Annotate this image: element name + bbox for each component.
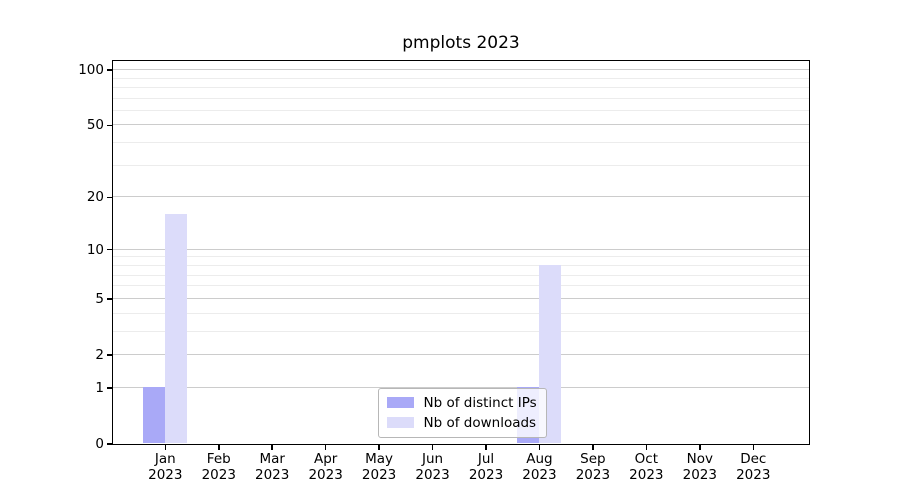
major-gridline — [112, 386, 809, 388]
x-tick-label: Mar 2023 — [240, 451, 304, 483]
x-tick-label: Jan 2023 — [133, 451, 197, 483]
y-tick-mark — [106, 298, 112, 300]
x-tick-year: 2023 — [361, 466, 397, 483]
chart-title: pmplots 2023 — [402, 33, 520, 53]
y-tick-label: 1 — [95, 379, 104, 396]
x-tick-month: Sep — [580, 451, 606, 467]
y-tick-label: 2 — [95, 346, 104, 363]
x-tick-label: Jul 2023 — [454, 451, 518, 483]
x-tick-month: Nov — [686, 451, 713, 467]
y-tick-label: 5 — [95, 290, 104, 307]
x-tick-year: 2023 — [682, 466, 717, 483]
legend-item: Nb of distinct IPs — [386, 394, 537, 411]
major-gridline — [112, 196, 809, 198]
x-tick-label: Nov 2023 — [668, 451, 732, 483]
legend: Nb of distinct IPs Nb of downloads — [377, 387, 547, 438]
minor-gridline — [112, 86, 809, 88]
x-tick-mark — [378, 445, 380, 450]
y-tick-label: 0 — [95, 436, 104, 452]
x-tick-year: 2023 — [522, 466, 557, 483]
x-tick-mark — [485, 445, 487, 450]
y-tick-mark — [106, 354, 112, 356]
y-tick-label: 50 — [86, 117, 104, 134]
x-tick-year: 2023 — [415, 466, 450, 483]
minor-gridline — [112, 312, 809, 314]
x-tick-mark — [271, 445, 273, 450]
x-tick-label: Dec 2023 — [721, 451, 785, 483]
x-tick-year: 2023 — [148, 466, 183, 483]
x-tick-mark — [164, 445, 167, 450]
x-tick-year: 2023 — [308, 466, 343, 483]
bar-downloads — [164, 213, 188, 444]
x-tick-label: Feb 2023 — [187, 451, 251, 483]
x-tick-month: Jul — [477, 451, 495, 467]
minor-gridline — [112, 142, 809, 144]
y-tick-label: 20 — [86, 189, 104, 206]
major-gridline — [112, 248, 809, 250]
x-tick-mark — [324, 445, 327, 450]
major-gridline — [112, 353, 809, 355]
minor-gridline — [112, 274, 809, 276]
minor-gridline — [112, 164, 809, 166]
x-tick-label: May 2023 — [347, 451, 411, 483]
x-tick-month: Dec — [740, 451, 767, 467]
major-gridline — [112, 297, 809, 299]
x-tick-label: Sep 2023 — [561, 451, 625, 483]
x-tick-year: 2023 — [736, 466, 771, 483]
x-tick-month: May — [365, 451, 394, 467]
minor-gridline — [112, 77, 809, 79]
x-tick-month: Jan — [154, 451, 176, 467]
legend-label: Nb of downloads — [423, 414, 537, 431]
x-tick-mark — [218, 445, 220, 450]
y-tick-label: 100 — [78, 62, 104, 79]
x-tick-label: Apr 2023 — [294, 451, 358, 483]
x-tick-year: 2023 — [468, 466, 504, 483]
x-tick-year: 2023 — [201, 466, 236, 483]
y-tick-mark — [106, 124, 112, 127]
major-gridline — [112, 69, 809, 71]
minor-gridline — [112, 97, 809, 99]
legend-item: Nb of downloads — [386, 414, 537, 431]
x-tick-label: Oct 2023 — [614, 451, 678, 483]
legend-label: Nb of distinct IPs — [423, 394, 537, 411]
x-tick-mark — [538, 445, 541, 450]
x-tick-year: 2023 — [255, 466, 290, 483]
minor-gridline — [112, 285, 809, 287]
x-tick-month: Mar — [259, 451, 285, 467]
x-tick-month: Oct — [634, 451, 659, 467]
major-gridline — [112, 124, 809, 126]
x-tick-month: Apr — [313, 451, 338, 467]
x-tick-label: Jun 2023 — [401, 451, 465, 483]
x-tick-mark — [592, 445, 594, 450]
x-tick-year: 2023 — [629, 466, 664, 483]
x-tick-mark — [431, 445, 434, 450]
legend-swatch — [386, 417, 414, 428]
x-tick-month: Aug — [526, 451, 553, 467]
y-tick-mark — [106, 196, 112, 199]
minor-gridline — [112, 256, 809, 258]
y-tick-mark — [106, 69, 112, 71]
y-tick-mark — [106, 387, 112, 389]
y-tick-label: 10 — [86, 241, 104, 258]
minor-gridline — [112, 330, 809, 332]
plot-area: Nb of distinct IPs Nb of downloads — [111, 59, 810, 445]
y-tick-mark — [106, 443, 112, 445]
bar-distinct-ips — [142, 387, 165, 444]
y-tick-mark — [106, 248, 112, 251]
x-tick-year: 2023 — [575, 466, 611, 483]
legend-swatch — [386, 397, 414, 408]
minor-gridline — [112, 109, 809, 111]
x-tick-mark — [699, 445, 701, 450]
minor-gridline — [112, 264, 809, 266]
x-tick-month: Feb — [206, 451, 231, 467]
x-tick-mark — [645, 445, 648, 450]
x-tick-label: Aug 2023 — [507, 451, 571, 483]
x-tick-mark — [752, 445, 754, 450]
x-tick-month: Jun — [422, 451, 444, 467]
